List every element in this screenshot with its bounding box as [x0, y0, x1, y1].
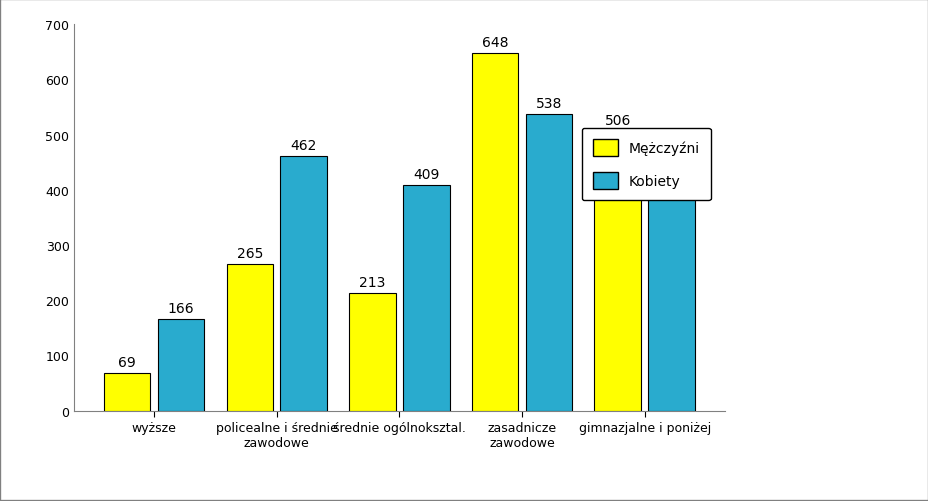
Bar: [648, 158, 694, 411]
Text: 459: 459: [658, 140, 684, 154]
Legend: Mężczyźni, Kobiety: Mężczyźni, Kobiety: [581, 128, 711, 201]
Text: 462: 462: [290, 138, 316, 152]
Text: 166: 166: [168, 302, 194, 316]
Bar: [280, 156, 327, 411]
Text: 409: 409: [413, 168, 439, 181]
Bar: [525, 114, 572, 411]
Text: 538: 538: [535, 97, 561, 111]
Bar: [349, 294, 395, 411]
Bar: [226, 265, 273, 411]
Bar: [158, 319, 204, 411]
Bar: [471, 54, 518, 411]
Bar: [403, 185, 449, 411]
Text: 506: 506: [604, 114, 630, 128]
Bar: [104, 373, 150, 411]
Bar: [594, 132, 640, 411]
Text: 648: 648: [482, 36, 508, 50]
Text: 213: 213: [359, 276, 385, 290]
Text: 69: 69: [118, 355, 135, 369]
Text: 265: 265: [237, 247, 263, 261]
